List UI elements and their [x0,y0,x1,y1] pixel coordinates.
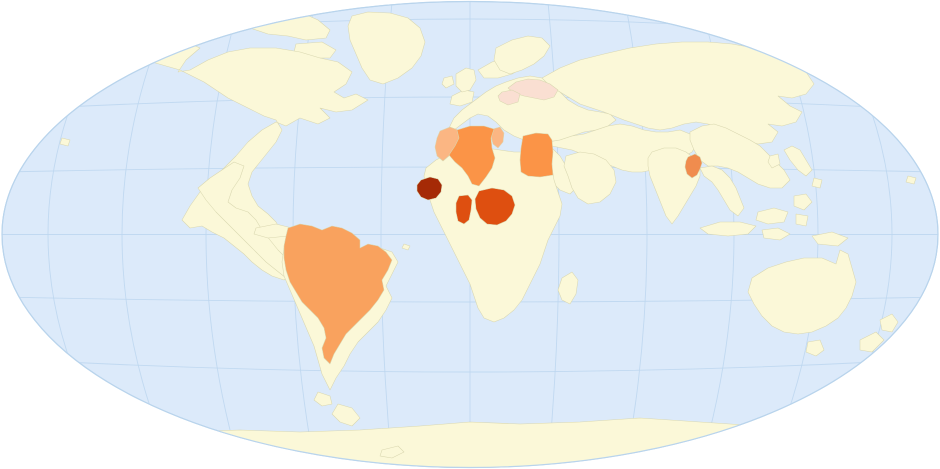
country-egypt[interactable] [520,133,553,177]
land-tasmania [806,340,824,356]
country-brazil[interactable] [284,224,392,364]
land-british-isles [442,68,476,92]
land-japan-korea [768,146,822,188]
land-maritime-southeast-asia [700,194,848,246]
country-ghana[interactable] [456,195,472,224]
land-australia [748,250,856,334]
country-senegal[interactable] [417,177,442,200]
land-southeast-asia [700,166,744,216]
land-russia-north-asia [542,42,814,144]
land-greenland [348,12,425,84]
country-romania[interactable] [498,90,520,105]
land-east-asia [690,124,790,188]
country-algeria[interactable] [449,126,495,186]
country-bangladesh[interactable] [685,154,702,178]
land-scandinavia [494,36,550,74]
land-africa [424,148,562,322]
land-central-america [198,162,302,280]
land-madagascar [558,272,578,304]
land-antarctic-peninsula [314,392,404,458]
land-arabian-peninsula [564,152,616,204]
country-nigeria[interactable] [475,188,515,225]
land-new-zealand [860,314,898,352]
